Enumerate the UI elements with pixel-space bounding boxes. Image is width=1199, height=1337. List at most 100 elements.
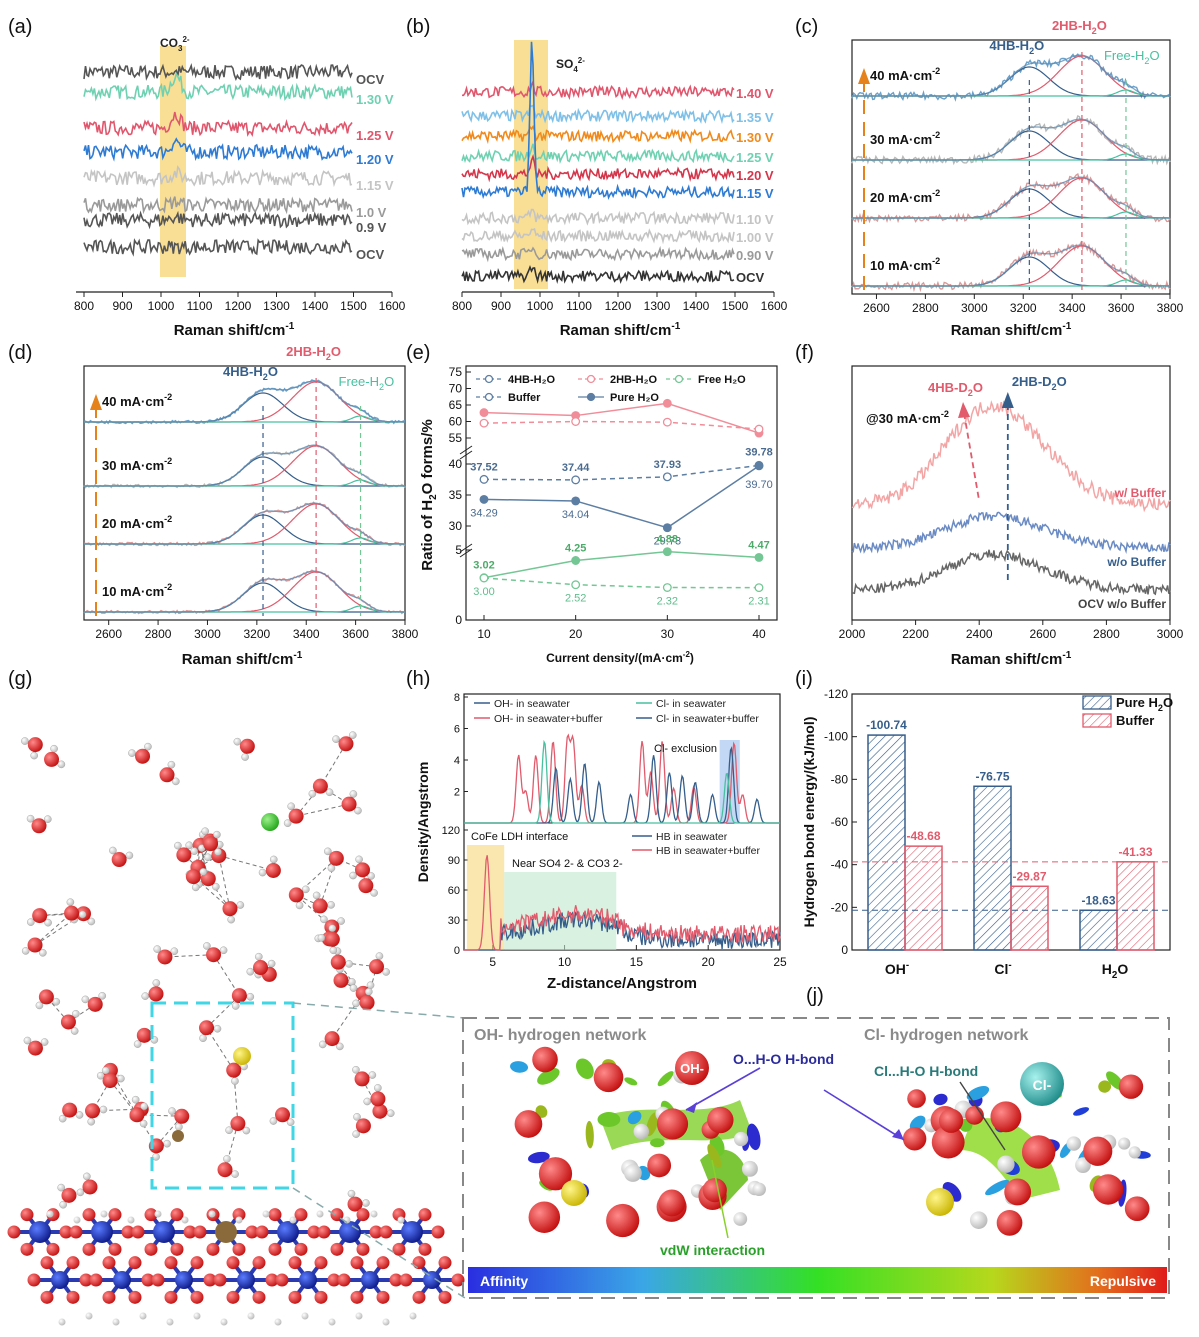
panel-g-ldh-oxygen xyxy=(288,1256,302,1270)
panel-g-ldh-oxygen xyxy=(131,1225,145,1239)
panel-g-oxygen-atom xyxy=(176,847,192,863)
panel-j-oxygen-atom xyxy=(538,1157,573,1191)
panel-g-oxygen-atom xyxy=(62,1102,78,1118)
panel-g-ldh-oxygen xyxy=(170,1242,184,1256)
panel-j-hydrogen-atom xyxy=(1066,1136,1082,1151)
panel-g-hydrogen-atom xyxy=(21,737,29,745)
panel-j-oxygen-atom xyxy=(1092,1174,1124,1205)
panel-g-hydrogen-atom xyxy=(368,1071,377,1079)
panel-g-hydrogen-atom xyxy=(75,1111,84,1119)
panel-e-point-3-2 xyxy=(662,523,672,533)
panel-d-x-ticks: 2600 2800 3000 3200 3400 3600 3800 xyxy=(95,620,419,641)
panel-e-legend-marker-1 xyxy=(586,374,596,384)
panel-g-hydrogen-atom xyxy=(255,952,263,961)
panel-a-series-label-6: 0.9 V xyxy=(356,220,387,235)
panel-j-oxygen-atom xyxy=(990,1101,1022,1133)
panel-g-ldh-metal xyxy=(91,1221,113,1243)
panel-e-series-line-3 xyxy=(483,465,760,529)
panel-j-hydrogen-atom xyxy=(1118,1137,1131,1150)
panel-j-right-title: Cl- hydrogen network xyxy=(864,1027,1029,1044)
panel-g-hydrogen-atom xyxy=(96,1071,105,1080)
panel-c-x-label: Raman shift/cm-1 xyxy=(951,321,1072,339)
panel-h-top-legend-text-1: Cl- in seawater xyxy=(656,698,727,710)
panel-a-curve-6 xyxy=(83,210,353,230)
panel-g-ldh-metal xyxy=(29,1221,51,1243)
panel-g-ldh-metal xyxy=(339,1221,361,1243)
panel-g-oxygen-atom xyxy=(372,1103,388,1119)
panel-g-hbond xyxy=(206,995,240,1029)
panel-g-ldh-oxygen xyxy=(314,1290,328,1304)
panel-a-curve-1 xyxy=(83,71,353,102)
panel-e-xtick-label-1: 20 xyxy=(569,627,583,641)
panel-g-hydrogen-atom xyxy=(223,1155,231,1163)
panel-i-ytick-label-6: -120 xyxy=(824,687,848,701)
panel-g-hydrogen-atom xyxy=(152,979,161,987)
panel-g-hydrogen-atom xyxy=(332,735,340,743)
panel-g-hydrogen-atom xyxy=(337,917,345,925)
panel-i-legend-swatch-1 xyxy=(1082,713,1112,728)
panel-g-oxygen-atom xyxy=(222,901,238,917)
panel-g-ldh-oxygen xyxy=(314,1256,328,1270)
panel-b-tick-label-2: 1000 xyxy=(527,299,554,313)
panel-e-ytick-label-3: 70 xyxy=(449,382,463,396)
panel-a-series-label-2: 1.25 V xyxy=(356,128,394,143)
panel-b-ion-label: SO42- xyxy=(556,56,585,74)
panel-g-oxygen-atom xyxy=(354,862,370,878)
panel-h-xtick-label-4: 25 xyxy=(773,955,787,969)
panel-g-hydrogen-atom xyxy=(370,889,378,897)
panel-f-tick-label-5: 3000 xyxy=(1157,627,1184,641)
panel-f-x-label: Raman shift/cm-1 xyxy=(951,650,1072,668)
panel-g-ldh-oxygen xyxy=(206,1242,220,1256)
panel-e-series-line-5 xyxy=(483,577,760,589)
panel-d-series-label-1: 30 mA·cm-2 xyxy=(102,456,172,473)
panel-j-oh-bond-label: O...H-O H-bond xyxy=(733,1051,834,1067)
panel-g-ldh-metal xyxy=(215,1221,237,1243)
panel-g-hydrogen-atom xyxy=(269,855,278,864)
panel-g-hydrogen-atom xyxy=(199,868,208,876)
panel-d-tick-label-4: 3400 xyxy=(293,627,320,641)
panel-j-oxygen-atom xyxy=(656,1108,689,1140)
panel-f-tick-label-0: 2000 xyxy=(839,627,866,641)
panel-g-oxygen-atom xyxy=(231,988,247,1004)
panel-e-data-label-5-3: 2.31 xyxy=(748,596,769,608)
panel-g-hydrogen-atom xyxy=(349,871,357,880)
panel-d-fit-total-2 xyxy=(84,502,405,545)
panel-g-oxygen-atom xyxy=(230,1116,246,1132)
panel-c-x-ticks: 2600 2800 3000 3200 3400 3600 3800 xyxy=(863,294,1184,315)
panel-b-curve-2 xyxy=(461,125,735,145)
panel-i-bar-label-1-2: -41.33 xyxy=(1118,845,1152,859)
panel-i-ytick-label-1: -20 xyxy=(831,900,849,914)
panel-g-ldh-oxygen xyxy=(288,1290,302,1304)
panel-j-cl-bond-label: Cl...H-O H-bond xyxy=(874,1063,978,1079)
panel-a-tick-label-2: 1000 xyxy=(148,299,175,313)
panel-e-x-label: Current density/(mA·cm-2) xyxy=(546,650,694,665)
panel-a-tick-label-3: 1100 xyxy=(187,299,213,313)
panel-g-ldh-metal xyxy=(113,1271,131,1289)
panel-e-axis-break-1 xyxy=(459,543,473,558)
panel-g-hydrogen-atom xyxy=(295,901,304,910)
panel-g-oxygen-atom xyxy=(148,986,164,1002)
panel-g-hydrogen-atom xyxy=(354,806,362,815)
panel-h-frame xyxy=(463,693,781,951)
panel-j-hydroxide-ion xyxy=(675,1051,709,1085)
panel-g-oxygen-atom xyxy=(159,767,175,783)
panel-j-sulfur-atom xyxy=(561,1180,587,1206)
panel-g-ldh-oxygen xyxy=(418,1208,432,1222)
panel-g-ldh-hydrogen xyxy=(166,1318,174,1326)
panel-c-series-label-1: 30 mA·cm-2 xyxy=(870,130,940,147)
panel-e-data-label-3-3: 39.70 xyxy=(745,479,773,491)
panel-g-hydrogen-atom xyxy=(87,917,96,926)
panel-h-top-ytick-label-2: 4 xyxy=(454,755,460,767)
panel-g-hydrogen-atom xyxy=(203,942,211,950)
panel-h-xtick-label-1: 10 xyxy=(558,955,572,969)
panel-g-oxygen-atom xyxy=(203,836,219,852)
panel-g-oxygen-atom xyxy=(82,1179,98,1195)
panel-j-oxygen-atom xyxy=(907,1089,926,1108)
panel-g-hydrogen-atom xyxy=(21,947,30,955)
panel-g-ldh-oxygen xyxy=(294,1208,308,1222)
panel-j-molecules: OH- Cl- xyxy=(510,1046,1151,1239)
panel-e-point-5-3 xyxy=(754,583,764,593)
panel-g-ldh-oxygen xyxy=(376,1256,390,1270)
panel-g-hydrogen-atom xyxy=(231,1170,239,1178)
panel-b-curve-9 xyxy=(461,264,735,284)
